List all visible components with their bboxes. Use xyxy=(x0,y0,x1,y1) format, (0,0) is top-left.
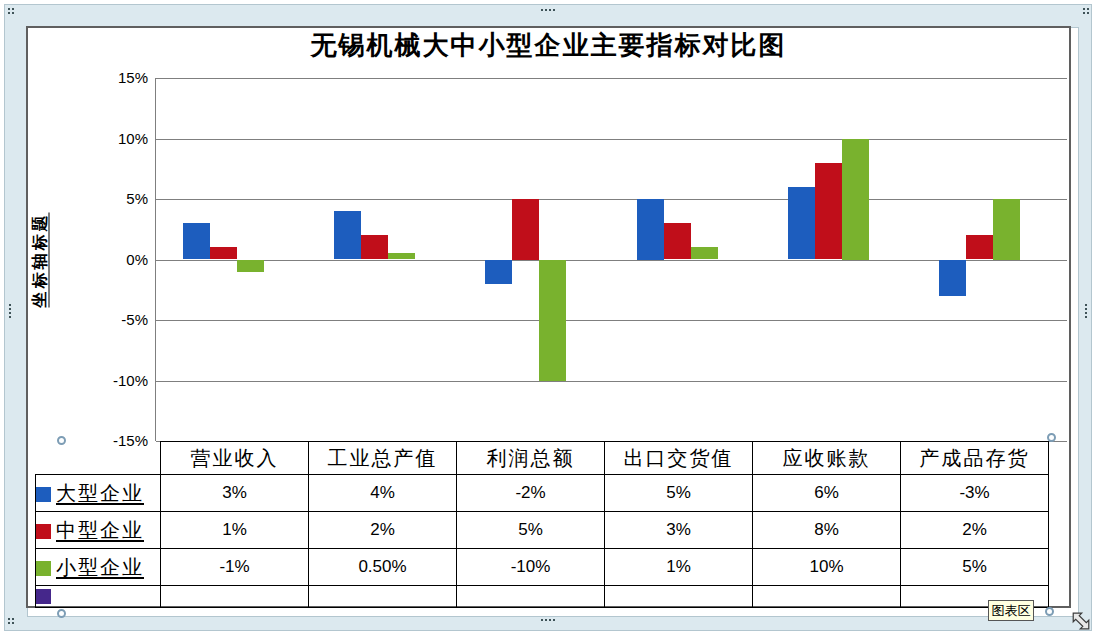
series-legend-cell: 大型企业 xyxy=(36,475,161,512)
chart-area-tooltip: 图表区 xyxy=(988,600,1034,621)
bar-series2-cat3[interactable] xyxy=(691,247,718,259)
bar-series1-cat0[interactable] xyxy=(210,247,237,259)
table-corner-cell xyxy=(36,442,161,475)
value-cell: 6% xyxy=(753,475,901,512)
resize-grip-top-left[interactable] xyxy=(8,8,14,14)
excel-chart-screenshot: 无锡机械大中小型企业主要指标对比图 坐标轴标题 15%10%5%0%-5%-10… xyxy=(0,0,1097,640)
value-cell: 5% xyxy=(901,549,1049,586)
selection-handle-top-right[interactable] xyxy=(1047,433,1056,442)
resize-grip-top-right[interactable] xyxy=(1083,8,1089,14)
series-legend-cell: 小型企业 xyxy=(36,549,161,586)
resize-grip-right-middle[interactable] xyxy=(1085,304,1087,318)
value-cell: -2% xyxy=(457,475,605,512)
value-cell: 3% xyxy=(605,512,753,549)
bar-series0-cat3[interactable] xyxy=(637,199,664,260)
bar-series1-cat4[interactable] xyxy=(815,163,842,260)
category-header-cell: 利润总额 xyxy=(457,442,605,475)
value-cell: 2% xyxy=(901,512,1049,549)
value-cell: 5% xyxy=(457,512,605,549)
value-cell xyxy=(605,586,753,608)
category-header-cell: 应收账款 xyxy=(753,442,901,475)
table-row: 大型企业 3%4%-2%5%6%-3% xyxy=(36,475,1049,512)
value-cell: 5% xyxy=(605,475,753,512)
y-axis-tick-label: 0% xyxy=(96,251,148,269)
legend-swatch xyxy=(36,524,51,539)
value-cell: 4% xyxy=(309,475,457,512)
y-axis-title[interactable]: 坐标轴标题 xyxy=(30,213,51,308)
resize-grip-left-middle[interactable] xyxy=(9,304,11,318)
data-table[interactable]: 营业收入工业总产值利润总额出口交货值应收账款产成品存货大型企业3%4%-2%5%… xyxy=(35,441,1049,608)
category-header-cell: 出口交货值 xyxy=(605,442,753,475)
category-header-cell: 营业收入 xyxy=(161,442,309,475)
gridline xyxy=(156,260,1067,261)
y-axis-tick-label: 15% xyxy=(96,69,148,87)
value-cell: -1% xyxy=(161,549,309,586)
bar-series1-cat5[interactable] xyxy=(966,235,993,259)
bar-series1-cat1[interactable] xyxy=(361,235,388,259)
bar-series0-cat4[interactable] xyxy=(788,187,815,260)
y-axis-tick-label: 5% xyxy=(96,190,148,208)
value-cell xyxy=(161,586,309,608)
value-cell: -3% xyxy=(901,475,1049,512)
bar-series0-cat0[interactable] xyxy=(183,223,210,259)
chart-title[interactable]: 无锡机械大中小型企业主要指标对比图 xyxy=(26,28,1071,63)
value-cell xyxy=(753,586,901,608)
series-name: 小型企业 xyxy=(56,556,144,578)
bar-series1-cat2[interactable] xyxy=(512,199,539,260)
gridline xyxy=(156,381,1067,382)
value-cell: -10% xyxy=(457,549,605,586)
value-cell: 0.50% xyxy=(309,549,457,586)
bar-series2-cat4[interactable] xyxy=(842,139,869,260)
gridline xyxy=(156,139,1067,140)
resize-grip-bottom-left[interactable] xyxy=(8,618,14,624)
table-row: 小型企业 -1%0.50%-10%1%10%5% xyxy=(36,549,1049,586)
bar-series2-cat1[interactable] xyxy=(388,253,415,259)
value-cell: 10% xyxy=(753,549,901,586)
table-row: 中型企业1%2%5%3%8%2% xyxy=(36,512,1049,549)
bar-series0-cat1[interactable] xyxy=(334,211,361,259)
value-cell: 1% xyxy=(605,549,753,586)
bar-series2-cat5[interactable] xyxy=(993,199,1020,260)
legend-swatch xyxy=(36,487,51,502)
bar-series2-cat0[interactable] xyxy=(237,260,264,272)
bar-series0-cat5[interactable] xyxy=(939,260,966,296)
resize-cursor-icon xyxy=(1068,608,1094,638)
y-axis-tick-label: -10% xyxy=(96,372,148,390)
value-cell: 8% xyxy=(753,512,901,549)
bar-series0-cat2[interactable] xyxy=(485,260,512,284)
series-name: 大型企业 xyxy=(56,482,144,504)
resize-grip-bottom-middle[interactable] xyxy=(541,619,555,621)
value-cell: 1% xyxy=(161,512,309,549)
bar-series1-cat3[interactable] xyxy=(664,223,691,259)
plot-area[interactable] xyxy=(155,78,1067,441)
legend-swatch xyxy=(36,561,51,576)
value-cell: 2% xyxy=(309,512,457,549)
value-cell xyxy=(457,586,605,608)
series-legend-cell xyxy=(36,586,161,608)
table-row xyxy=(36,586,1049,608)
category-header-cell: 工业总产值 xyxy=(309,442,457,475)
gridline xyxy=(156,199,1067,200)
gridline xyxy=(156,78,1067,79)
series-name: 中型企业 xyxy=(56,519,144,541)
y-axis-tick-label: -5% xyxy=(96,311,148,329)
selection-handle-top-left[interactable] xyxy=(57,436,66,445)
series-legend-cell: 中型企业 xyxy=(36,512,161,549)
gridline xyxy=(156,320,1067,321)
value-cell: 3% xyxy=(161,475,309,512)
selection-handle-bottom-left[interactable] xyxy=(57,609,66,618)
y-axis-tick-label: 10% xyxy=(96,130,148,148)
bar-series2-cat2[interactable] xyxy=(539,260,566,381)
legend-swatch xyxy=(36,589,51,604)
resize-grip-top-middle[interactable] xyxy=(541,9,555,11)
value-cell xyxy=(309,586,457,608)
category-header-cell: 产成品存货 xyxy=(901,442,1049,475)
selection-handle-bottom-right[interactable] xyxy=(1045,607,1054,616)
